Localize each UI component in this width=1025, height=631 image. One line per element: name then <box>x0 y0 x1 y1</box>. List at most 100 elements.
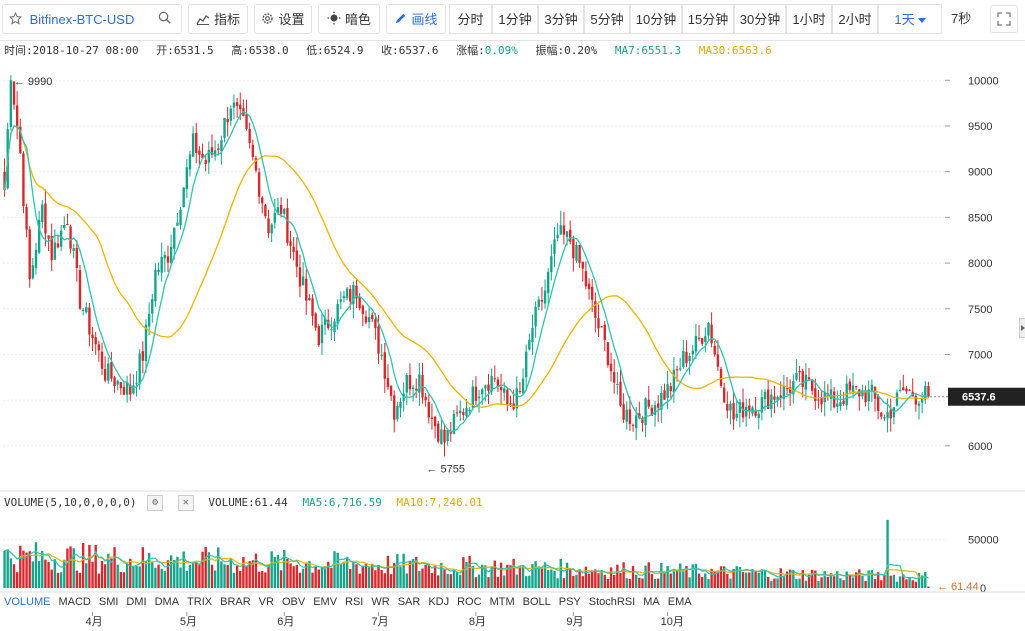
period-6[interactable]: 30分钟 <box>734 4 786 34</box>
candle-body <box>188 154 192 170</box>
candle-body <box>37 219 41 253</box>
volume-bar <box>455 572 459 588</box>
volume-bar <box>110 558 113 588</box>
candle-body <box>509 403 512 405</box>
indicator-tab-mtm[interactable]: MTM <box>489 596 515 608</box>
indicator-tab-trix[interactable]: TRIX <box>187 596 213 608</box>
volume-bar <box>292 566 295 588</box>
sun-icon <box>327 6 341 36</box>
period-2[interactable]: 3分钟 <box>538 4 584 34</box>
period-7[interactable]: 1小时 <box>786 4 832 34</box>
candle-body <box>78 270 82 309</box>
indicator-tab-dma[interactable]: DMA <box>154 596 180 608</box>
candle-body <box>163 254 167 259</box>
candle-body <box>581 261 584 269</box>
indicator-tab-macd[interactable]: MACD <box>58 596 91 608</box>
candle-body <box>229 108 233 121</box>
indicator-tab-stochrsi[interactable]: StochRSI <box>588 596 636 608</box>
draw-line-button[interactable]: 画线 <box>386 4 446 34</box>
candle-body <box>408 374 412 390</box>
candle-body <box>339 299 342 302</box>
candle-body <box>496 379 500 388</box>
volume-bar <box>217 547 220 588</box>
volume-bar <box>151 562 154 588</box>
candle-body <box>122 386 126 395</box>
indicator-tab-rsi[interactable]: RSI <box>345 596 364 608</box>
volume-bar <box>169 555 173 588</box>
dark-mode-button[interactable]: 暗色 <box>318 4 380 34</box>
period-8[interactable]: 2小时 <box>832 4 878 34</box>
collapse-handle[interactable] <box>1019 318 1025 338</box>
period-0[interactable]: 分时 <box>449 4 492 34</box>
last-price-label: 6537.6 <box>962 392 996 404</box>
candle-body <box>744 407 748 417</box>
candle-body <box>832 391 836 408</box>
indicator-tab-ema[interactable]: EMA <box>667 596 692 608</box>
volume-bar <box>924 572 927 588</box>
indicator-tab-kdj[interactable]: KDJ <box>428 596 450 608</box>
period-3[interactable]: 5分钟 <box>584 4 630 34</box>
symbol-selector[interactable]: Bitfinex-BTC-USD <box>2 4 182 34</box>
chevron-right-icon <box>1021 325 1025 331</box>
price-grid <box>3 79 945 447</box>
volume-bar <box>116 564 119 588</box>
candle-body <box>352 284 355 305</box>
volume-bar <box>78 572 82 588</box>
candle-body <box>625 409 628 422</box>
period-5[interactable]: 15分钟 <box>682 4 734 34</box>
volume-bar <box>157 564 160 588</box>
indicator-tab-sar[interactable]: SAR <box>397 596 421 608</box>
period-1[interactable]: 1分钟 <box>492 4 538 34</box>
candle-body <box>47 235 50 239</box>
period-4[interactable]: 10分钟 <box>630 4 682 34</box>
volume-bar <box>892 574 896 588</box>
fullscreen-button[interactable] <box>990 5 1018 33</box>
indicator-tab-obv[interactable]: OBV <box>281 596 306 608</box>
volume-bar <box>763 569 767 588</box>
indicator-tab-vr[interactable]: VR <box>258 596 274 608</box>
settings-button[interactable]: 设置 <box>254 4 312 34</box>
candle-body <box>471 386 474 408</box>
indicator-tab-dmi[interactable]: DMI <box>126 596 147 608</box>
volume-bar <box>814 570 817 588</box>
indicator-tab-boll[interactable]: BOLL <box>522 596 551 608</box>
indicator-tab-roc[interactable]: ROC <box>457 596 482 608</box>
candle-body <box>361 305 364 315</box>
candle-body <box>22 153 25 207</box>
volume-bar <box>889 575 892 588</box>
candle-body <box>386 377 390 388</box>
volume-bar <box>100 560 104 588</box>
candle-body <box>578 244 581 263</box>
volume-settings-icon[interactable]: ⚙ <box>147 495 164 511</box>
candle-body <box>437 423 440 442</box>
candle-body <box>245 114 248 129</box>
candle-body <box>418 374 421 393</box>
price-axis: 10000 9500 9000 8500 8000 7500 7000 6000 6537.6 5… <box>930 75 1025 595</box>
volume-bar <box>195 561 198 588</box>
volume-bar <box>572 576 575 588</box>
period-9[interactable]: 1天 <box>878 4 942 34</box>
indicator-tab-brar[interactable]: BRAR <box>220 596 251 608</box>
dark-mode-label: 暗色 <box>344 12 371 27</box>
volume-bar <box>575 574 578 588</box>
candle-body <box>336 303 339 324</box>
indicators-button[interactable]: 指标 <box>188 4 248 34</box>
volume-bar <box>301 568 305 588</box>
volume-bar <box>323 566 327 588</box>
indicator-tab-ma[interactable]: MA <box>643 596 660 608</box>
volume-bar <box>298 572 302 588</box>
indicator-tab-emv[interactable]: EMV <box>313 596 338 608</box>
indicator-tab-volume[interactable]: VOLUME <box>4 596 51 608</box>
indicator-tab-smi[interactable]: SMI <box>98 596 119 608</box>
candle-body <box>144 324 148 362</box>
search-icon[interactable] <box>158 5 171 35</box>
volume-bar <box>839 578 842 588</box>
info-amplitude: 振幅:0.20% <box>535 44 598 57</box>
star-icon[interactable] <box>8 6 23 36</box>
candle-body <box>459 410 462 414</box>
indicator-tab-psy[interactable]: PSY <box>558 596 581 608</box>
volume-close-icon[interactable]: ✕ <box>177 495 194 511</box>
candle-body <box>525 351 528 378</box>
indicator-tab-wr[interactable]: WR <box>371 596 390 608</box>
